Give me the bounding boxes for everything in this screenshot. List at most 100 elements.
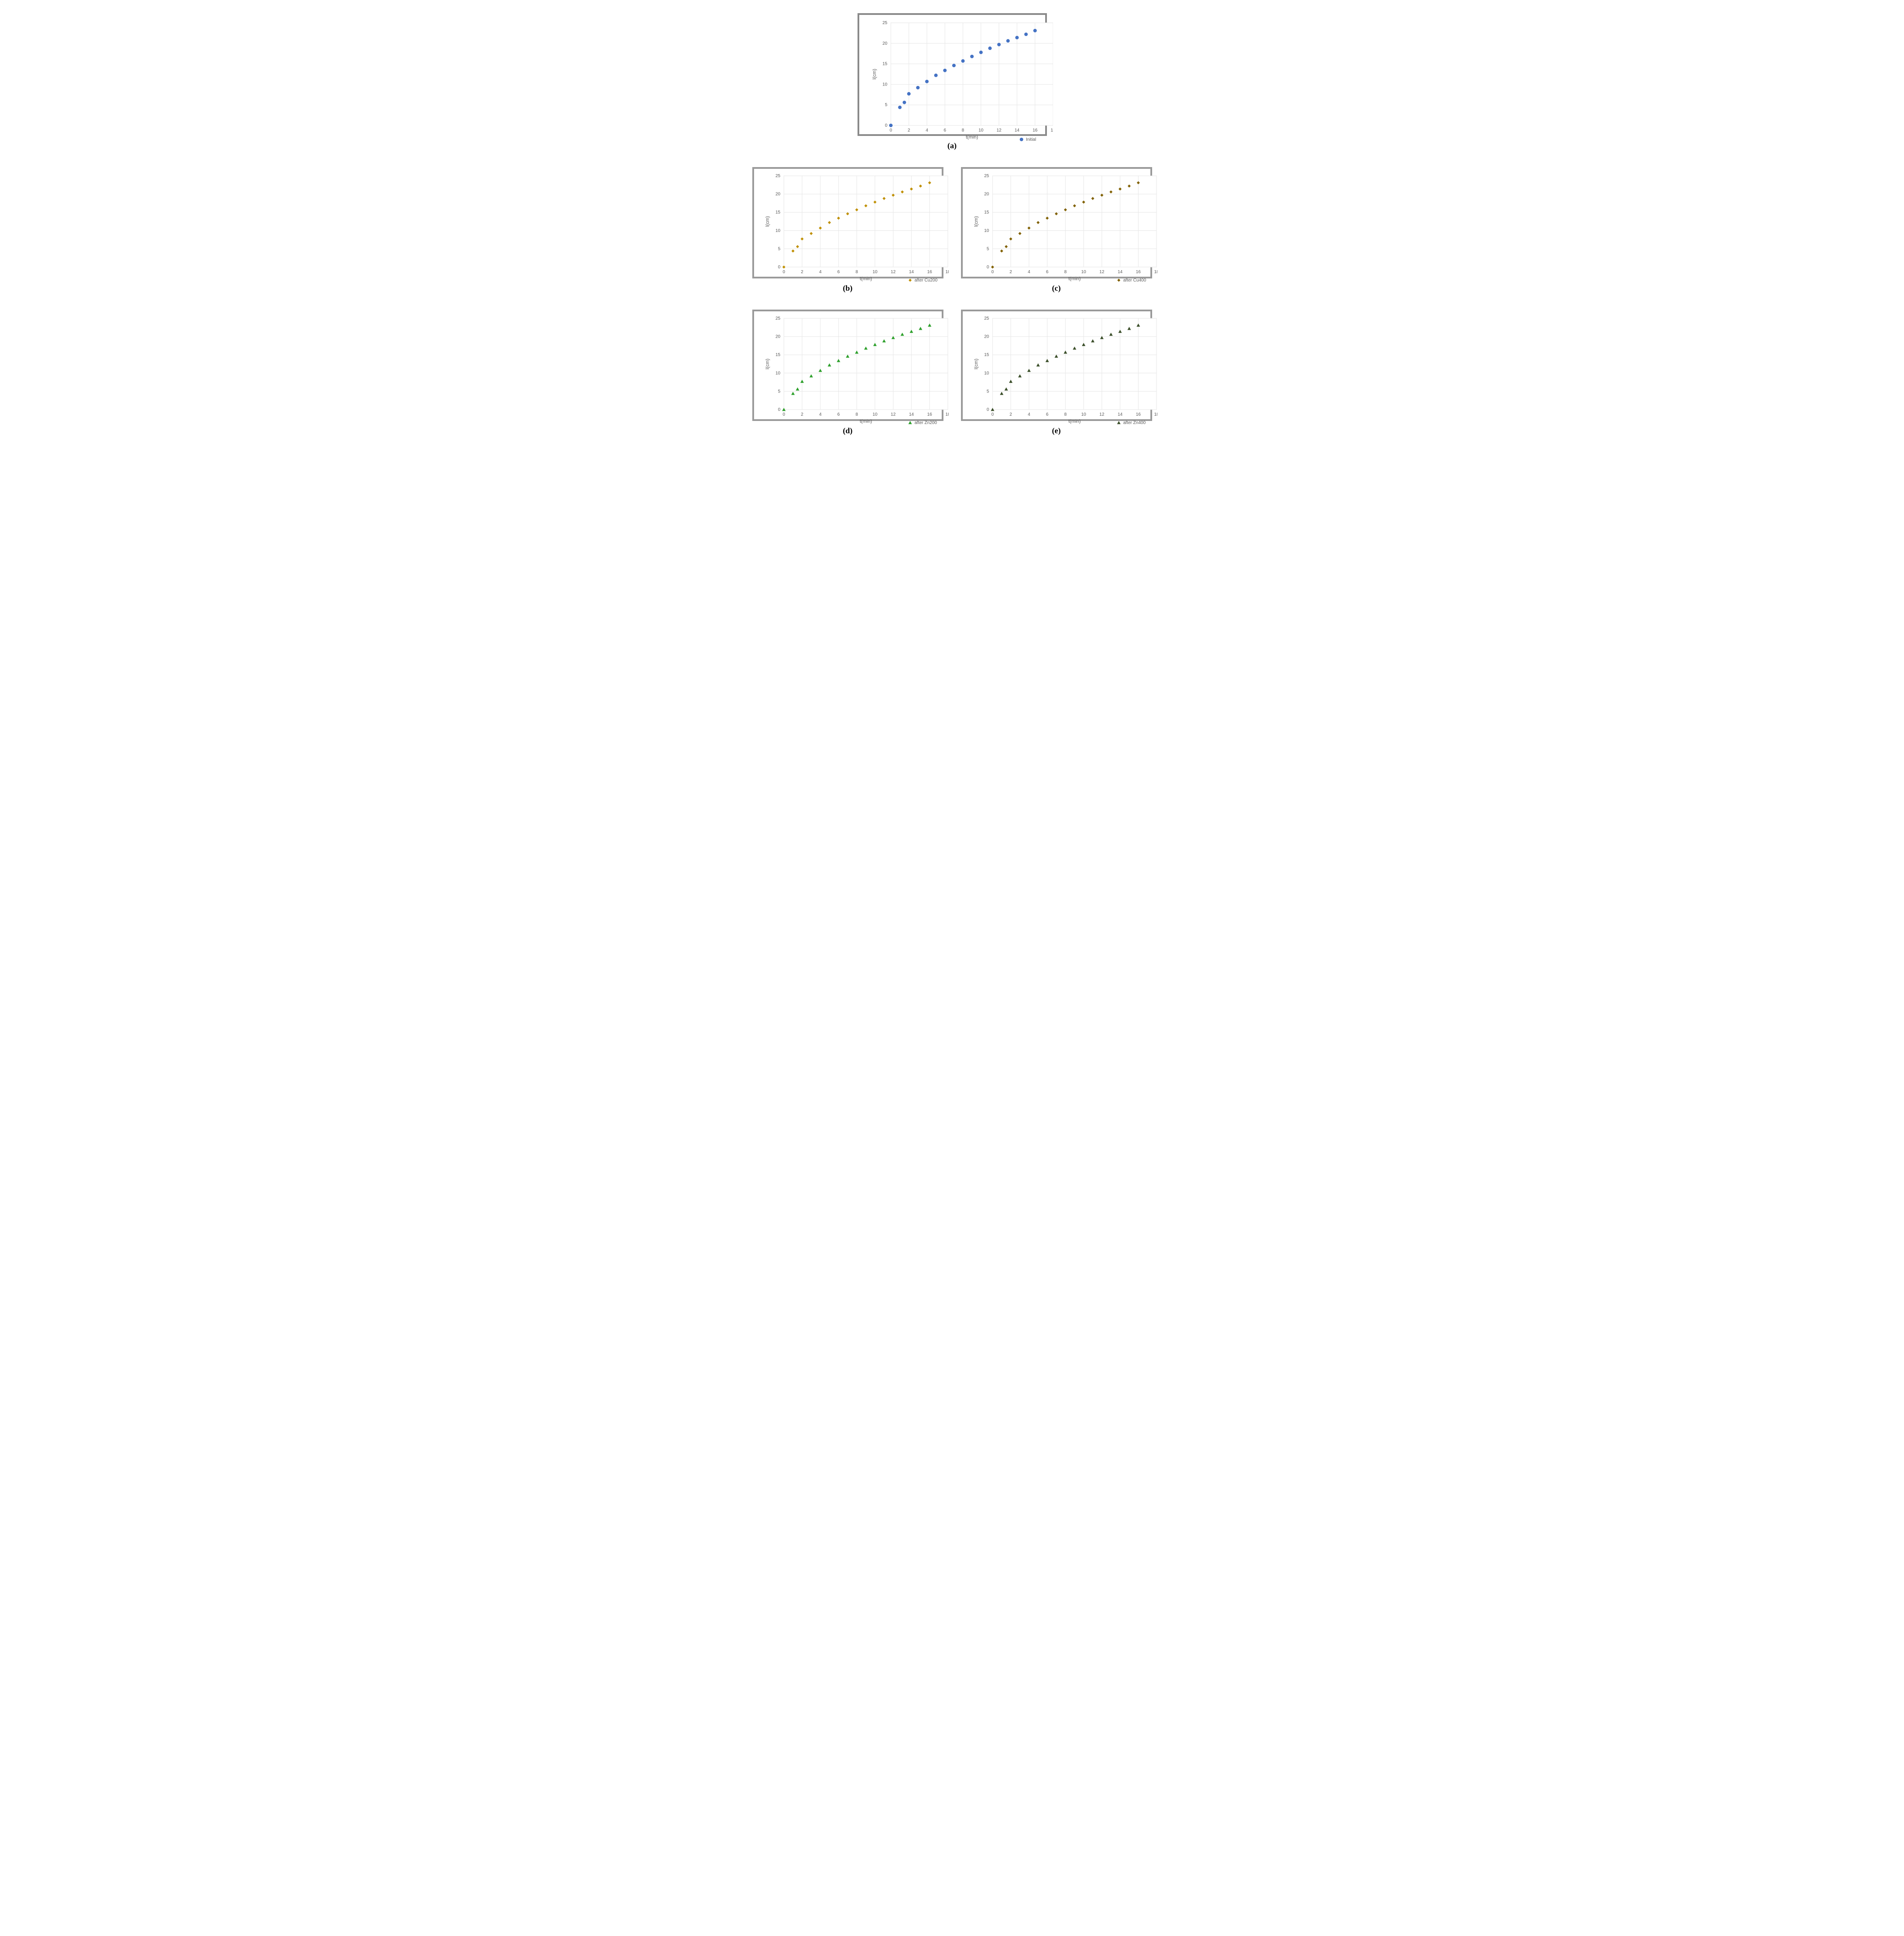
svg-text:0: 0 (890, 128, 892, 133)
svg-text:10: 10 (775, 228, 780, 233)
svg-text:10: 10 (978, 128, 983, 133)
chart-c: 0246810121416180510152025t(min)l(cm)afte… (961, 167, 1152, 278)
svg-text:25: 25 (984, 316, 989, 321)
svg-text:t(min): t(min) (859, 419, 872, 424)
caption-c: (c) (1052, 284, 1061, 293)
svg-text:14: 14 (1117, 270, 1123, 275)
svg-text:15: 15 (984, 353, 989, 357)
svg-text:0: 0 (885, 123, 887, 128)
svg-text:after Cu200: after Cu200 (915, 278, 938, 283)
svg-text:12: 12 (890, 270, 896, 275)
svg-text:0: 0 (991, 270, 994, 275)
svg-text:8: 8 (1064, 270, 1067, 275)
svg-text:20: 20 (775, 192, 780, 197)
svg-text:10: 10 (1081, 270, 1086, 275)
svg-text:l(cm): l(cm) (765, 216, 770, 227)
svg-text:16: 16 (927, 412, 932, 417)
svg-text:25: 25 (882, 21, 887, 25)
svg-text:10: 10 (872, 270, 878, 275)
svg-text:16: 16 (927, 270, 932, 275)
svg-text:6: 6 (837, 270, 840, 275)
svg-text:t(min): t(min) (965, 135, 978, 140)
svg-text:0: 0 (778, 265, 780, 270)
svg-text:12: 12 (1099, 270, 1104, 275)
svg-text:12: 12 (890, 412, 896, 417)
svg-text:6: 6 (1046, 270, 1048, 275)
svg-text:12: 12 (996, 128, 1002, 133)
svg-text:16: 16 (1135, 412, 1141, 417)
svg-text:4: 4 (1028, 412, 1030, 417)
svg-text:18: 18 (1154, 412, 1157, 417)
panel-d-wrap: 0246810121416180510152025t(min)l(cm)afte… (752, 310, 943, 447)
svg-text:5: 5 (986, 246, 989, 251)
svg-text:5: 5 (778, 246, 780, 251)
svg-text:16: 16 (1032, 128, 1038, 133)
caption-b: (b) (843, 284, 853, 293)
svg-text:t(min): t(min) (859, 276, 872, 282)
svg-text:10: 10 (984, 371, 989, 376)
svg-text:6: 6 (1046, 412, 1048, 417)
svg-text:10: 10 (1081, 412, 1086, 417)
chart-d: 0246810121416180510152025t(min)l(cm)afte… (752, 310, 943, 421)
svg-text:4: 4 (819, 412, 822, 417)
svg-text:20: 20 (984, 192, 989, 197)
svg-text:4: 4 (925, 128, 928, 133)
svg-text:15: 15 (775, 353, 780, 357)
caption-d: (d) (843, 426, 853, 435)
chart-b: 0246810121416180510152025t(min)l(cm)afte… (752, 167, 943, 278)
svg-text:4: 4 (1028, 270, 1030, 275)
svg-text:15: 15 (984, 210, 989, 215)
svg-text:5: 5 (778, 389, 780, 394)
svg-text:2: 2 (801, 270, 803, 275)
svg-text:after Zn400: after Zn400 (1123, 421, 1146, 425)
svg-text:8: 8 (1064, 412, 1067, 417)
svg-text:14: 14 (1117, 412, 1123, 417)
figure-grid: 0246810121416180510152025t(min)l(cm)Init… (729, 13, 1176, 447)
svg-text:after Zn200: after Zn200 (915, 421, 937, 425)
svg-text:0: 0 (986, 407, 989, 412)
svg-text:8: 8 (855, 412, 858, 417)
svg-text:0: 0 (778, 407, 780, 412)
svg-text:2: 2 (908, 128, 910, 133)
svg-text:25: 25 (775, 316, 780, 321)
svg-text:t(min): t(min) (1068, 419, 1080, 424)
panel-b-wrap: 0246810121416180510152025t(min)l(cm)afte… (752, 167, 943, 304)
panel-e-wrap: 0246810121416180510152025t(min)l(cm)afte… (961, 310, 1152, 447)
svg-text:25: 25 (984, 174, 989, 178)
svg-text:0: 0 (986, 265, 989, 270)
svg-text:16: 16 (1135, 270, 1141, 275)
svg-text:0: 0 (783, 412, 785, 417)
svg-text:l(cm): l(cm) (765, 359, 770, 369)
svg-text:10: 10 (882, 82, 887, 87)
caption-e: (e) (1052, 426, 1061, 435)
svg-text:14: 14 (1014, 128, 1020, 133)
svg-text:10: 10 (984, 228, 989, 233)
svg-text:20: 20 (882, 41, 887, 46)
svg-text:10: 10 (872, 412, 878, 417)
svg-text:0: 0 (783, 270, 785, 275)
svg-text:t(min): t(min) (1068, 276, 1080, 282)
svg-text:l(cm): l(cm) (974, 216, 979, 227)
chart-e: 0246810121416180510152025t(min)l(cm)afte… (961, 310, 1152, 421)
svg-text:2: 2 (1009, 270, 1012, 275)
svg-text:2: 2 (1009, 412, 1012, 417)
svg-text:5: 5 (986, 389, 989, 394)
svg-text:15: 15 (775, 210, 780, 215)
svg-text:10: 10 (775, 371, 780, 376)
svg-text:14: 14 (909, 412, 914, 417)
svg-text:20: 20 (984, 335, 989, 339)
svg-text:12: 12 (1099, 412, 1104, 417)
svg-text:20: 20 (775, 335, 780, 339)
svg-text:2: 2 (801, 412, 803, 417)
svg-text:14: 14 (909, 270, 914, 275)
svg-text:Initial: Initial (1026, 137, 1036, 142)
svg-text:l(cm): l(cm) (974, 359, 979, 369)
svg-text:18: 18 (1050, 128, 1053, 133)
svg-text:5: 5 (885, 103, 887, 107)
svg-text:l(cm): l(cm) (872, 69, 877, 79)
svg-text:8: 8 (855, 270, 858, 275)
svg-text:6: 6 (943, 128, 946, 133)
svg-text:0: 0 (991, 412, 994, 417)
svg-text:18: 18 (945, 270, 949, 275)
svg-text:18: 18 (945, 412, 949, 417)
